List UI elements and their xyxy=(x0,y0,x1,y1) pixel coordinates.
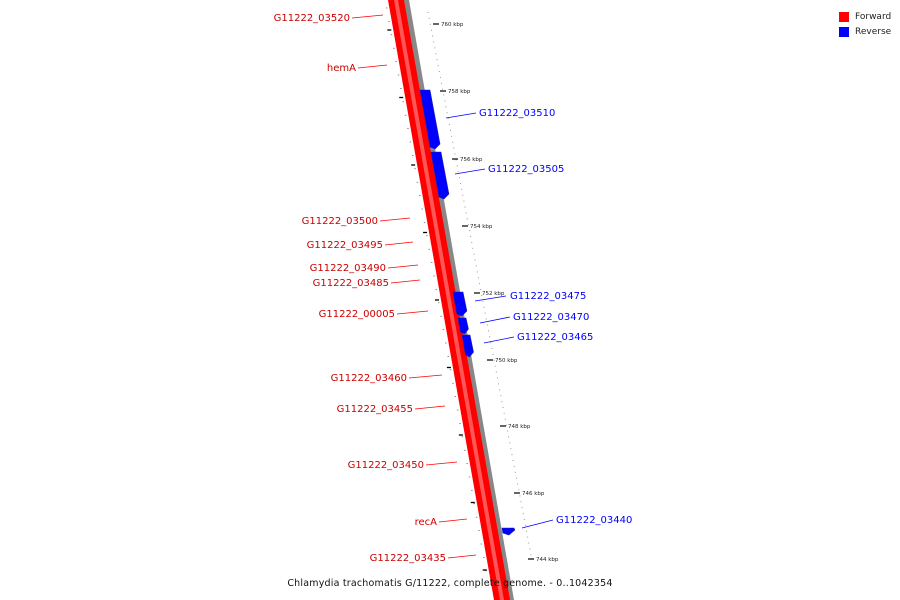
legend-forward: Forward xyxy=(839,9,891,24)
genome-backbone-highlight xyxy=(394,0,504,600)
forward-gene-label[interactable]: G11222_03435 xyxy=(370,553,446,564)
reverse-gene-label[interactable]: G11222_03470 xyxy=(513,312,589,323)
forward-gene-label[interactable]: G11222_03455 xyxy=(337,404,413,415)
reverse-gene-feature[interactable] xyxy=(457,317,469,335)
tick-label: 750 kbp xyxy=(495,358,518,364)
forward-gene-leader xyxy=(396,310,429,315)
forward-gene-label[interactable]: G11222_00005 xyxy=(319,309,395,320)
forward-gene-leader xyxy=(414,405,446,410)
forward-gene-label[interactable]: G11222_03520 xyxy=(274,13,350,24)
tick-label: 746 kbp xyxy=(522,491,545,497)
reverse-gene-leader xyxy=(454,168,486,175)
reverse-gene-feature[interactable] xyxy=(461,334,474,358)
tick-label: 744 kbp xyxy=(536,557,559,563)
tick-marks: 760 kbp 758 kbp 756 kbp 754 kbp 752 kbp 750 k… xyxy=(385,7,559,585)
legend-reverse: Reverse xyxy=(839,24,891,39)
legend-forward-label: Forward xyxy=(855,11,892,22)
reverse-gene-feature[interactable] xyxy=(452,291,468,317)
forward-gene-label[interactable]: G11222_03495 xyxy=(307,240,383,251)
reverse-gene-label[interactable]: G11222_03475 xyxy=(510,291,586,302)
forward-gene-leader xyxy=(408,374,443,379)
forward-gene-leader xyxy=(384,241,414,246)
reverse-gene-label[interactable]: G11222_03440 xyxy=(556,515,632,526)
forward-gene-leader xyxy=(379,217,411,222)
forward-gene-leader xyxy=(357,64,388,69)
forward-gene-label[interactable]: recA xyxy=(415,517,438,528)
reverse-gene-label[interactable]: G11222_03510 xyxy=(479,108,555,119)
reverse-gene-leader xyxy=(445,112,477,119)
reverse-gene-label[interactable]: G11222_03465 xyxy=(517,332,593,343)
legend: Forward Reverse xyxy=(839,9,891,39)
forward-gene-leader xyxy=(447,554,477,559)
tick-label: 758 kbp xyxy=(448,89,471,95)
tick-label: 754 kbp xyxy=(470,224,493,230)
forward-gene-label[interactable]: G11222_03485 xyxy=(313,278,389,289)
forward-gene-leader xyxy=(387,264,419,269)
reverse-gene-leader xyxy=(479,316,511,324)
forward-gene-leader xyxy=(438,518,468,523)
forward-gene-label[interactable]: G11222_03450 xyxy=(348,460,424,471)
legend-reverse-label: Reverse xyxy=(855,26,892,37)
tick-label: 748 kbp xyxy=(508,424,531,430)
forward-gene-label[interactable]: G11222_03500 xyxy=(302,216,378,227)
reverse-gene-feature[interactable] xyxy=(501,527,516,536)
tick-label: 760 kbp xyxy=(441,22,464,28)
forward-gene-label[interactable]: G11222_03490 xyxy=(310,263,386,274)
reverse-gene-label[interactable]: G11222_03505 xyxy=(488,164,564,175)
forward-gene-leader xyxy=(351,14,384,19)
map-title: Chlamydia trachomatis G/11222, complete … xyxy=(287,578,613,589)
reverse-gene-feature[interactable] xyxy=(430,151,450,200)
reverse-gene-leader xyxy=(483,336,515,344)
tick-label: 752 kbp xyxy=(482,291,505,297)
reverse-gene-leader xyxy=(474,295,507,302)
forward-gene-leader xyxy=(390,279,421,284)
tick-label: 756 kbp xyxy=(460,157,483,163)
reverse-swatch xyxy=(839,26,849,37)
forward-genes: G11222_03520 hemA G11222_03500 G11222_03495… xyxy=(274,13,477,564)
forward-gene-label[interactable]: G11222_03460 xyxy=(331,373,407,384)
forward-gene-label[interactable]: hemA xyxy=(327,63,356,74)
forward-gene-leader xyxy=(425,461,458,466)
reverse-gene-feature[interactable] xyxy=(419,89,441,150)
reverse-genes: G11222_03510 G11222_03505 G11222_03475 G112… xyxy=(419,89,632,536)
forward-swatch xyxy=(839,11,849,22)
reverse-gene-leader xyxy=(521,519,554,529)
